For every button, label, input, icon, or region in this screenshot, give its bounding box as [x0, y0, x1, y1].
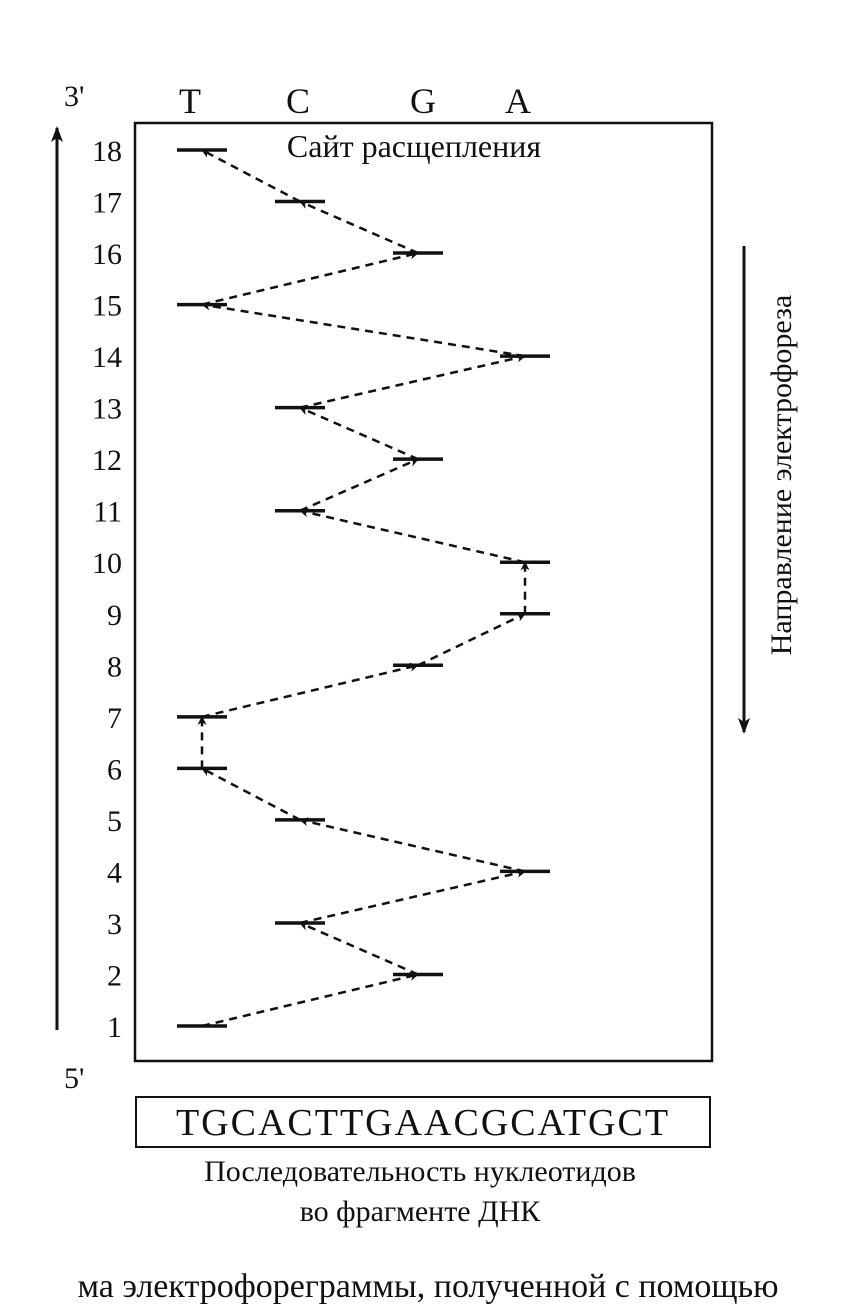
position-number-8: 8 [107, 650, 122, 683]
connector-13-to-14 [299, 353, 526, 409]
three-prime-label: 3' [64, 80, 84, 113]
dna-sequence-box: TGCACTTGAACGCATGCT [135, 1096, 711, 1148]
connector-10-to-11 [299, 508, 526, 564]
figure-caption-partial: ма электрофореграммы, полученной с помощ… [77, 1268, 779, 1305]
sequence-caption-line-1: Последовательность нуклеотидов [204, 1155, 636, 1188]
position-number-7: 7 [107, 702, 122, 735]
position-number-6: 6 [107, 753, 122, 786]
position-number-2: 2 [107, 959, 122, 992]
connector-5-to-6 [201, 767, 301, 821]
gel-bands [177, 148, 550, 1028]
position-number-17: 17 [92, 187, 122, 220]
connector-14-to-15 [201, 301, 526, 358]
connector-7-to-8 [201, 662, 419, 719]
position-number-13: 13 [92, 393, 122, 426]
connector-17-to-18 [201, 148, 301, 203]
connector-12-to-13 [299, 406, 419, 461]
lane-label-t: T [179, 81, 201, 121]
connector-15-to-16 [201, 250, 419, 306]
position-number-18: 18 [92, 135, 122, 168]
sequence-caption-line-2: во фрагменте ДНК [299, 1195, 541, 1228]
position-number-1: 1 [107, 1011, 122, 1044]
connector-4-to-5 [299, 817, 526, 873]
lane-label-a: A [505, 81, 531, 121]
position-number-10: 10 [92, 547, 122, 580]
position-number-3: 3 [107, 908, 122, 941]
connector-2-to-3 [299, 921, 419, 976]
lane-label-g: G [410, 81, 436, 121]
lane-label-c: C [286, 81, 310, 121]
gel-frame [133, 121, 714, 1063]
position-number-12: 12 [92, 444, 122, 477]
connector-8-to-9 [417, 612, 526, 667]
five-prime-label: 5' [64, 1062, 84, 1095]
position-number-4: 4 [107, 856, 122, 889]
position-number-9: 9 [107, 599, 122, 632]
position-number-11: 11 [93, 496, 122, 529]
cleavage-site-label: Сайт расщепления [287, 128, 541, 164]
position-number-16: 16 [92, 238, 122, 271]
position-number-14: 14 [92, 341, 122, 374]
position-number-15: 15 [92, 290, 122, 323]
position-number-5: 5 [107, 805, 122, 838]
connector-11-to-12 [299, 458, 419, 512]
connector-3-to-4 [299, 868, 526, 925]
electrophoresis-direction-label: Направление электрофореза [765, 295, 798, 656]
connector-1-to-2 [201, 971, 419, 1028]
connector-16-to-17 [299, 200, 419, 255]
read-order-connectors [197, 148, 530, 1028]
